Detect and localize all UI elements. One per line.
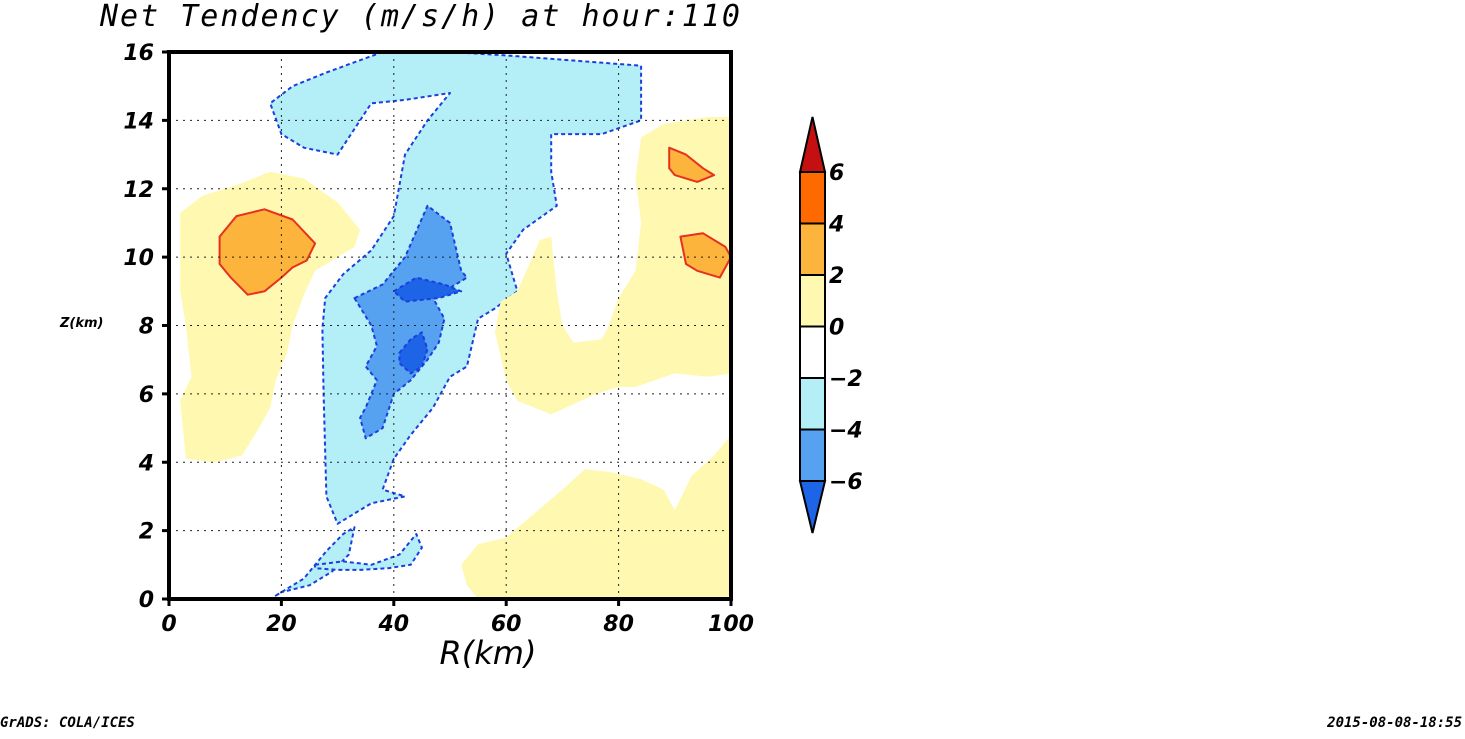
colorbar-bin: [799, 274, 826, 328]
colorbar-label: 4: [828, 213, 844, 238]
y-tick-label: 10: [123, 246, 154, 271]
y-tick-label: 8: [139, 315, 154, 340]
colorbar-bin: [799, 428, 826, 482]
colorbar-bin: [799, 171, 826, 225]
contour-region-right-positive: [495, 117, 731, 415]
x-tick-label: 80: [603, 612, 634, 637]
y-tick-label: 14: [123, 109, 154, 134]
colorbar: 6 4 2 0 −2 −4 −6: [798, 116, 863, 534]
grid-lines: [169, 52, 731, 599]
contour-region-right-strong-positive-lower: [679, 232, 732, 279]
contour-region-lower-strong-core: [398, 331, 429, 375]
contour-region-upper-left-strong-positive: [218, 208, 317, 296]
colorbar-label: 2: [829, 264, 844, 289]
colorbar-label: 6: [829, 161, 844, 186]
x-tick-label: 0: [161, 612, 176, 637]
contour-region-right-strong-positive-upper: [668, 146, 716, 183]
y-tick-label: 16: [123, 41, 154, 66]
colorbar-bin: [799, 222, 826, 276]
contour-region-mid-negative-core: [353, 204, 468, 440]
x-tick-label: 60: [491, 612, 522, 637]
chart-title: Net Tendency (m/s/h) at hour:110: [99, 0, 742, 34]
contour-region-upper-negative-plume: [269, 51, 643, 525]
colorbar-upper-arrow: [798, 116, 827, 173]
x-tick-label: 40: [377, 612, 409, 637]
y-tick-label: 0: [139, 588, 154, 613]
y-tick-label: 12: [123, 178, 154, 203]
colorbar-label: −6: [829, 470, 863, 495]
contour-fills: [180, 51, 732, 599]
colorbar-bin: [799, 325, 826, 379]
x-tick-label: 20: [266, 612, 297, 637]
colorbar-label: −4: [829, 419, 863, 444]
footer-left: GrADS: COLA/ICES: [0, 715, 135, 731]
contour-region-lower-negative-band-2: [314, 533, 423, 571]
y-axis-label: Z(km): [59, 316, 104, 331]
x-axis-label: R(km): [440, 634, 537, 672]
y-axis-ticks: 0 2 4 6 8 10 12 14 16: [123, 41, 169, 613]
contour-region-mid-strong-core: [392, 276, 463, 303]
y-tick-label: 6: [139, 383, 154, 408]
contour-region-lower-negative-band-1: [274, 526, 356, 597]
colorbar-bin: [799, 377, 826, 431]
colorbar-label: −2: [829, 367, 863, 392]
y-tick-label: 2: [139, 520, 154, 545]
colorbar-label: 0: [829, 316, 844, 341]
footer-right: 2015-08-08-18:55: [1326, 715, 1462, 731]
x-axis-ticks: 0 20 40 60 80 100: [161, 599, 754, 637]
contour-region-lower-right-positive: [461, 434, 731, 599]
x-tick-label: 100: [708, 612, 754, 637]
colorbar-lower-arrow: [798, 480, 827, 534]
y-tick-label: 4: [138, 451, 154, 476]
